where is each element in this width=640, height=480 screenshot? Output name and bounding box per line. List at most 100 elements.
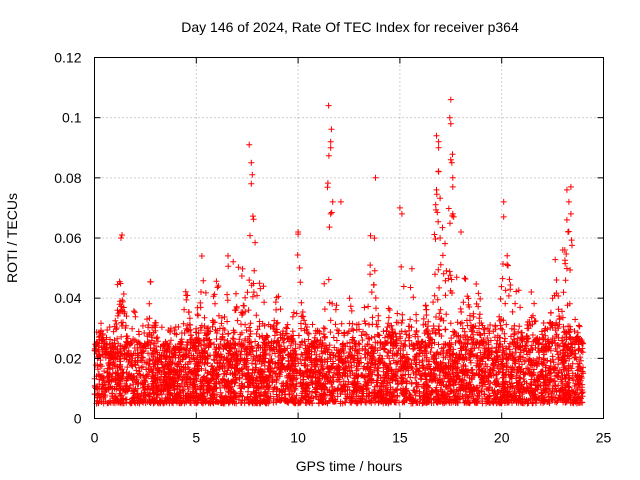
- data-point: [197, 299, 204, 306]
- data-point: [218, 320, 225, 327]
- data-point: [333, 302, 340, 309]
- data-point: [221, 314, 228, 320]
- data-point: [214, 284, 221, 291]
- data-point: [578, 357, 584, 364]
- data-point: [432, 201, 439, 208]
- data-point: [532, 318, 539, 324]
- data-point: [181, 306, 188, 313]
- data-point: [563, 265, 570, 272]
- data-point: [346, 295, 353, 302]
- data-point: [350, 327, 357, 334]
- data-point: [435, 218, 442, 225]
- data-point: [246, 339, 253, 346]
- data-point: [528, 289, 535, 295]
- data-point: [324, 184, 331, 191]
- data-point: [296, 264, 303, 271]
- data-point: [435, 326, 442, 333]
- data-point: [369, 371, 376, 378]
- data-point: [413, 311, 420, 318]
- data-point: [214, 360, 221, 367]
- data-point: [431, 231, 438, 238]
- data-point: [394, 310, 401, 317]
- data-point: [338, 320, 345, 327]
- data-point: [321, 306, 328, 313]
- data-point: [568, 237, 575, 244]
- data-point: [321, 280, 328, 287]
- data-point: [371, 267, 378, 274]
- data-point: [131, 309, 138, 316]
- data-point: [211, 357, 218, 364]
- data-point: [297, 279, 304, 286]
- data-point: [158, 359, 165, 366]
- data-points: [91, 96, 587, 407]
- data-point: [180, 366, 187, 373]
- data-point: [321, 325, 328, 332]
- data-point: [242, 321, 249, 328]
- data-point: [432, 236, 439, 242]
- data-point: [241, 302, 248, 309]
- data-point: [504, 261, 511, 268]
- data-point: [366, 321, 372, 328]
- data-point: [158, 324, 165, 331]
- data-point: [506, 276, 513, 283]
- data-point: [579, 399, 585, 406]
- data-point: [309, 389, 315, 396]
- data-point: [443, 267, 450, 274]
- data-point: [244, 289, 251, 296]
- data-point: [408, 364, 415, 371]
- data-point: [449, 151, 456, 158]
- data-point: [173, 331, 180, 338]
- data-point: [439, 224, 446, 231]
- data-point: [413, 327, 420, 334]
- data-point: [448, 276, 455, 283]
- data-point: [438, 345, 445, 352]
- data-point: [509, 308, 516, 315]
- data-point: [294, 252, 301, 258]
- data-point: [332, 321, 339, 328]
- data-point: [326, 224, 333, 231]
- data-point: [447, 220, 453, 227]
- data-point: [422, 302, 429, 309]
- data-point: [500, 261, 506, 267]
- data-point: [473, 281, 480, 287]
- data-point: [224, 318, 231, 325]
- data-point: [566, 329, 573, 336]
- data-point: [296, 332, 302, 339]
- data-point: [256, 280, 263, 287]
- data-point: [504, 252, 511, 259]
- data-point: [553, 277, 560, 283]
- data-point: [460, 299, 467, 306]
- data-point: [412, 392, 419, 399]
- data-point: [247, 320, 254, 327]
- data-point: [373, 305, 379, 312]
- data-point: [367, 271, 374, 278]
- data-point: [497, 325, 504, 332]
- data-point: [326, 299, 333, 306]
- data-point: [576, 323, 583, 330]
- data-point: [399, 311, 406, 318]
- data-point: [578, 389, 585, 396]
- data-point: [447, 320, 454, 327]
- data-point: [497, 296, 504, 302]
- data-point: [432, 329, 439, 336]
- data-point: [512, 300, 519, 307]
- data-point: [216, 345, 223, 352]
- data-point: [516, 379, 522, 386]
- data-point: [320, 331, 327, 338]
- data-point: [202, 289, 209, 296]
- data-point: [461, 275, 468, 282]
- data-point: [235, 264, 242, 271]
- data-point: [413, 317, 420, 324]
- data-point: [503, 321, 510, 328]
- data-point: [198, 253, 205, 259]
- data-point: [377, 352, 383, 359]
- data-point: [345, 359, 352, 366]
- data-point: [242, 294, 249, 301]
- data-point: [200, 277, 207, 284]
- data-point: [407, 284, 414, 291]
- data-point: [305, 330, 312, 337]
- data-point: [277, 306, 284, 313]
- data-point: [385, 305, 392, 312]
- data-point: [368, 289, 375, 296]
- data-point: [566, 334, 573, 341]
